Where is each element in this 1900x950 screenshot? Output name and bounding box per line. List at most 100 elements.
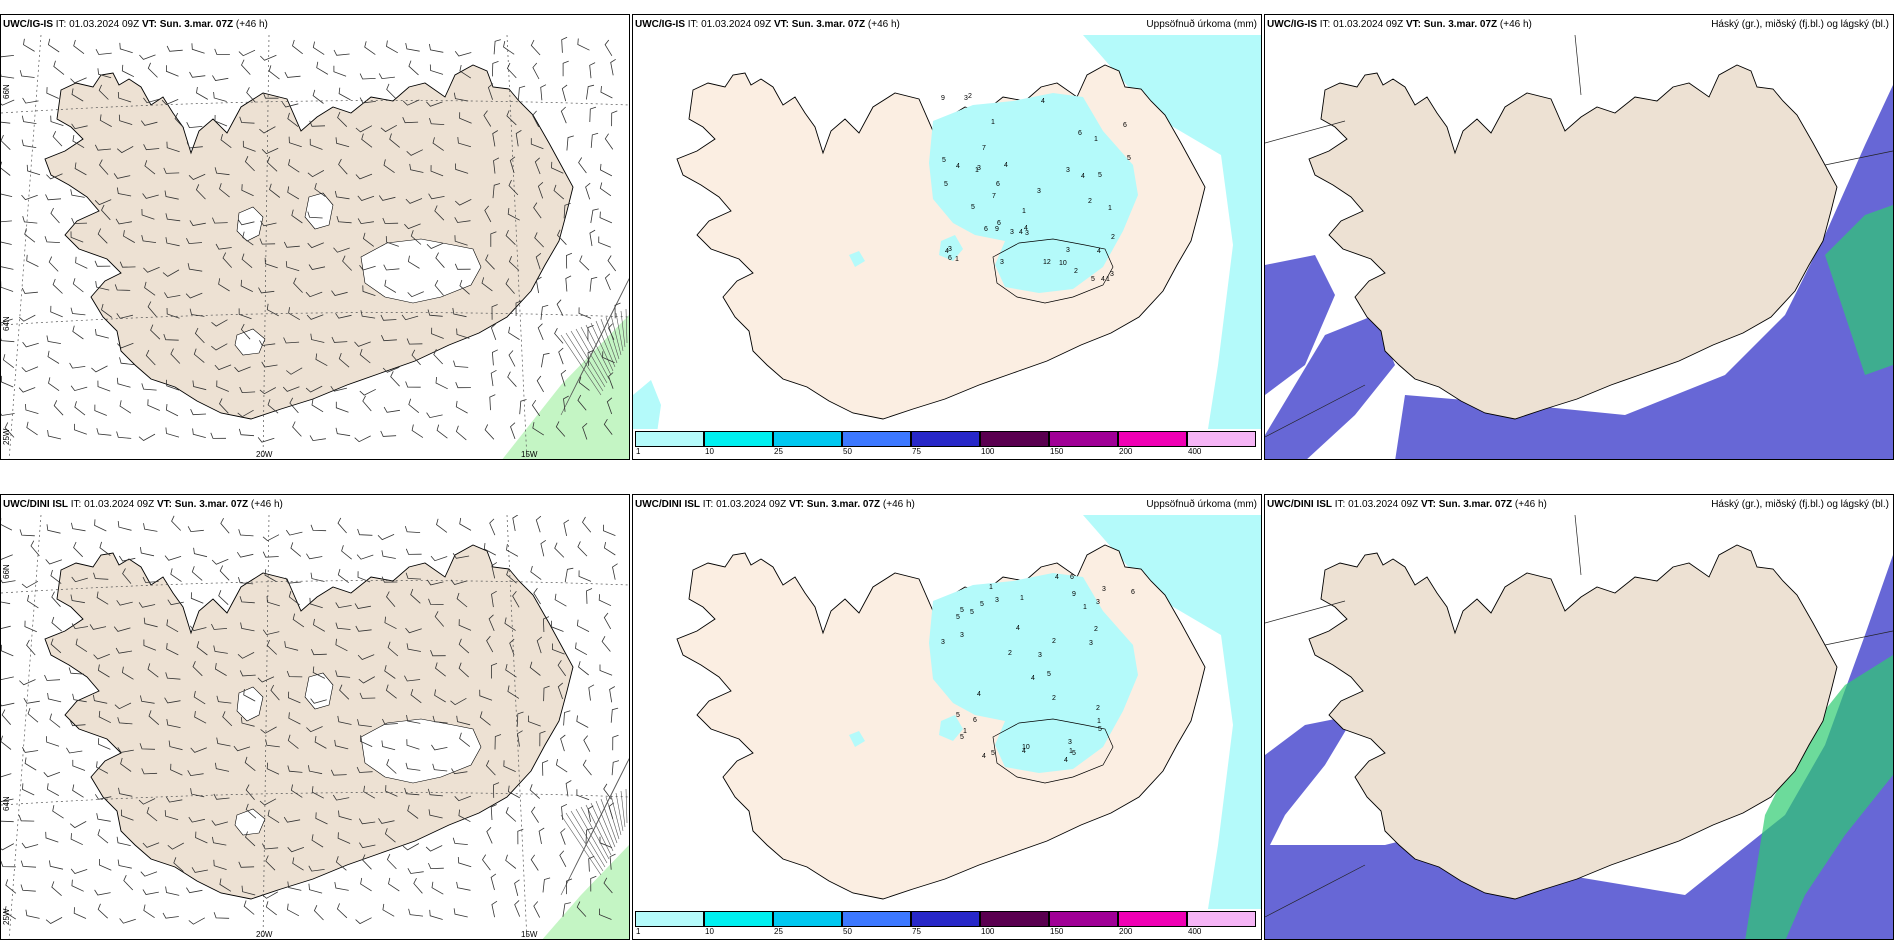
ocean-precip	[1083, 515, 1261, 939]
wind-barb	[70, 833, 83, 846]
wind-barb	[534, 232, 544, 248]
colorbar-label: 400	[1188, 927, 1202, 936]
wind-barb	[140, 695, 155, 704]
wind-barb	[388, 877, 400, 892]
wind-barb	[70, 307, 86, 316]
wind-barb	[491, 590, 497, 608]
colorbar-label: 10	[705, 447, 714, 456]
boundary-line	[1265, 864, 1366, 918]
hatch-line	[575, 328, 608, 384]
wind-barb	[97, 228, 108, 244]
colorbar-label: 200	[1119, 447, 1133, 456]
wind-barb	[71, 522, 86, 532]
wind-barb	[384, 828, 396, 843]
wind-barb	[359, 73, 376, 80]
wind-barb	[529, 661, 541, 676]
wind-barb	[264, 569, 277, 582]
wind-barb	[305, 291, 323, 298]
warning-area	[542, 845, 629, 939]
wind-barb	[562, 902, 571, 917]
wind-barb	[359, 264, 376, 271]
wind-barb	[186, 142, 203, 149]
hatch-line	[595, 320, 616, 368]
precip-panel-ig: UWC/IG-IS IT: 01.03.2024 09Z VT: Sun. 3.…	[632, 14, 1262, 460]
wind-barb	[458, 662, 469, 678]
wind-barb	[514, 879, 520, 896]
wind-barb	[355, 125, 373, 133]
wind-barb	[1, 735, 12, 750]
wind-barb	[310, 524, 327, 532]
wind-barb	[554, 542, 565, 558]
panel-header: UWC/IG-IS IT: 01.03.2024 09Z VT: Sun. 3.…	[633, 15, 1261, 35]
wind-barb	[262, 92, 279, 99]
wind-barb	[71, 123, 88, 130]
precip-value: 1	[1106, 276, 1110, 283]
wind-barb	[218, 590, 229, 605]
wind-barb	[452, 837, 468, 845]
wind-barb	[483, 110, 492, 127]
wind-barb	[402, 99, 420, 106]
cloud-map	[1265, 515, 1893, 939]
wind-barb	[487, 83, 494, 100]
wind-barb	[535, 252, 542, 270]
wind-barb	[542, 877, 551, 893]
wind-barb	[611, 110, 618, 127]
wind-barb	[211, 343, 228, 351]
wind-barb	[428, 862, 444, 870]
wind-barb	[51, 591, 61, 607]
wind-barb	[50, 305, 63, 318]
wind-barb	[71, 623, 89, 630]
hatch-line	[590, 322, 614, 372]
wind-barb	[93, 572, 109, 580]
wind-barb	[97, 829, 109, 844]
wind-barb	[46, 173, 63, 180]
wind-barb	[535, 515, 542, 533]
wind-barb	[287, 186, 300, 200]
wind-barb	[187, 263, 203, 272]
wind-barb	[292, 613, 305, 628]
colorbar-label: 25	[774, 927, 783, 936]
wind-barb	[452, 552, 470, 559]
wind-barb	[358, 676, 375, 684]
wind-barb	[287, 847, 305, 853]
wind-barb	[408, 60, 419, 76]
wind-barb	[163, 333, 179, 341]
wind-barb	[288, 136, 302, 148]
wind-barb	[30, 540, 40, 557]
wind-barb	[507, 208, 520, 221]
precip-value: 4	[945, 248, 949, 255]
precip-value: 3	[977, 165, 981, 172]
wind-barb	[357, 528, 373, 536]
wind-barb	[73, 541, 83, 558]
wind-barb	[410, 588, 421, 604]
wind-barb	[588, 855, 595, 872]
wind-barb	[585, 827, 593, 844]
wind-barb	[383, 406, 400, 413]
wind-barb	[586, 84, 595, 100]
wind-barb	[164, 190, 179, 200]
wind-barb	[491, 304, 498, 320]
wind-barb	[288, 712, 301, 725]
wind-barb	[459, 517, 472, 531]
wind-barb	[306, 553, 323, 560]
wind-barb	[413, 878, 423, 894]
wind-barb	[266, 639, 277, 655]
wind-barb	[290, 784, 303, 798]
wind-panel-ig: UWC/IG-IS IT: 01.03.2024 09Z VT: Sun. 3.…	[0, 14, 630, 460]
wind-barb	[1, 644, 14, 657]
wind-barb	[459, 112, 472, 124]
wind-barb	[74, 162, 87, 176]
precip-value: 5	[960, 734, 964, 741]
grid-line-20w	[262, 35, 270, 459]
precip-value: 1	[1069, 748, 1073, 755]
wind-barb	[490, 873, 497, 891]
panel-header: UWC/DINI ISL IT: 01.03.2024 09Z VT: Sun.…	[633, 495, 1261, 515]
wind-barb	[582, 759, 592, 776]
colorbar-label: 150	[1050, 447, 1064, 456]
wind-barb	[542, 616, 550, 633]
colorbar-cells	[635, 431, 1256, 447]
wind-barb	[145, 349, 156, 366]
wind-barb	[378, 195, 396, 201]
wind-barb	[99, 114, 112, 127]
precip-value: 4	[1097, 248, 1101, 255]
